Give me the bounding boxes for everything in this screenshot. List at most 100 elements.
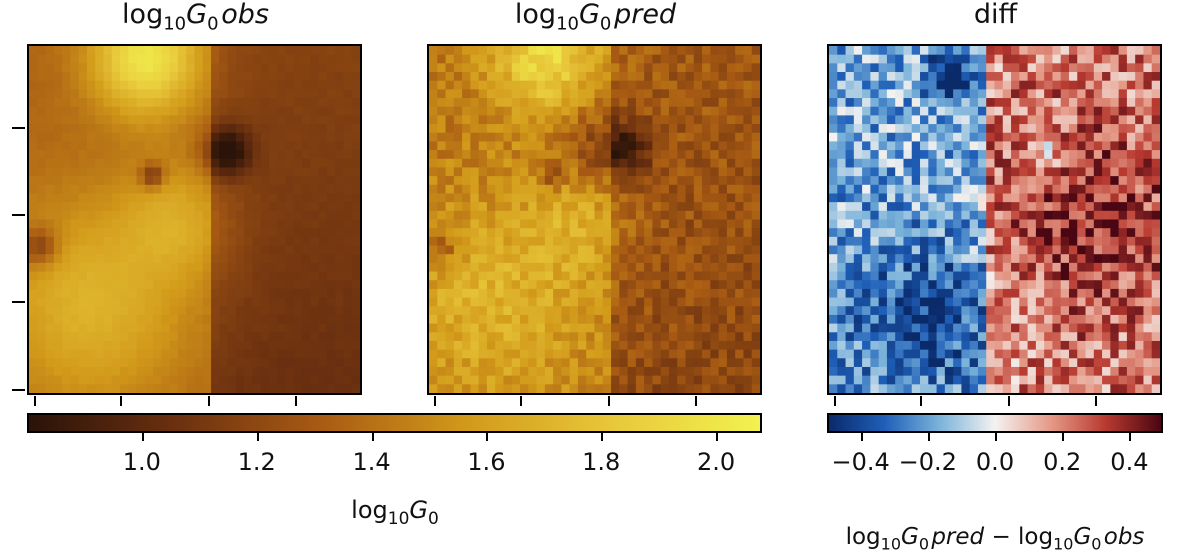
diff-cell (961, 314, 971, 325)
obs-cell (70, 80, 80, 90)
diff-cell (969, 72, 979, 82)
obs-cell (219, 245, 229, 255)
pred-cell (611, 314, 620, 325)
diff-cell (895, 254, 905, 264)
obs-cell (244, 236, 254, 247)
diff-cell (1110, 236, 1120, 247)
obs-cell (260, 236, 270, 247)
obs-cell (62, 349, 71, 359)
obs-cell (103, 167, 113, 177)
pred-cell (685, 254, 695, 264)
diff-cell (1085, 219, 1095, 229)
pred-cell (660, 340, 670, 351)
diff-cell (1093, 124, 1103, 134)
diff-cell (1011, 132, 1020, 143)
pred-cell (503, 288, 513, 299)
diff-cell (977, 210, 987, 221)
pred-cell (511, 193, 521, 203)
pred-cell (627, 80, 637, 90)
pred-cell (644, 54, 654, 64)
obs-cell (335, 176, 345, 186)
diff-cell (1060, 193, 1070, 203)
obs-cell (293, 254, 303, 264)
diff-cell (870, 167, 880, 177)
obs-cell (62, 245, 71, 255)
obs-cell (120, 54, 129, 64)
pred-cell (751, 219, 760, 229)
pred-cell (544, 124, 554, 134)
pred-cell (594, 271, 604, 281)
diff-cell (994, 63, 1004, 73)
obs-cell (29, 340, 38, 351)
obs-cell (86, 46, 96, 56)
diff-cell (1044, 115, 1054, 125)
obs-cell (318, 349, 328, 359)
obs-cell (95, 228, 105, 238)
obs-cell (186, 54, 196, 64)
obs-cell (70, 349, 80, 359)
diff-cell (903, 323, 913, 333)
colorbar-main-tick-label: 1.6 (467, 448, 506, 476)
diff-cell (1102, 288, 1111, 299)
obs-cell (29, 141, 38, 151)
pred-cell (635, 176, 645, 186)
diff-cell (1135, 254, 1145, 264)
pred-cell (495, 72, 505, 82)
pred-cell (553, 167, 563, 177)
diff-cell (1068, 262, 1078, 273)
diff-cell (936, 340, 946, 351)
obs-cell (244, 158, 254, 169)
pred-cell (520, 228, 529, 238)
pred-cell (594, 89, 604, 99)
pred-cell (619, 124, 629, 134)
obs-cell (186, 46, 196, 56)
diff-cell (829, 219, 838, 229)
diff-cell (1019, 280, 1029, 290)
pred-cell (470, 280, 480, 290)
pred-cell (660, 176, 670, 186)
diff-cell (1011, 202, 1020, 212)
obs-cell (144, 254, 154, 264)
pred-cell (718, 167, 728, 177)
diff-cell (1027, 323, 1037, 333)
pred-cell (495, 193, 505, 203)
pred-cell (445, 219, 455, 229)
obs-cell (120, 375, 129, 385)
diff-cell (953, 46, 963, 56)
diff-cell (1135, 158, 1145, 169)
diff-cell (895, 210, 905, 221)
pred-cell (602, 202, 612, 212)
pred-cell (702, 254, 711, 264)
diff-cell (878, 158, 888, 169)
obs-cell (144, 236, 154, 247)
obs-cell (235, 106, 245, 117)
pred-cell (735, 54, 745, 64)
obs-cell (235, 228, 245, 238)
pred-cell (429, 72, 438, 82)
pred-cell (503, 176, 513, 186)
obs-cell (86, 306, 96, 316)
pred-cell (743, 115, 753, 125)
obs-cell (144, 375, 154, 385)
obs-cell (161, 124, 171, 134)
obs-cell (244, 63, 254, 73)
pred-cell (453, 332, 463, 342)
pred-cell (627, 63, 637, 73)
diff-cell (1002, 245, 1012, 255)
diff-cell (1052, 271, 1062, 281)
pred-cell (520, 124, 529, 134)
diff-cell (1093, 150, 1103, 160)
pred-cell (577, 141, 587, 151)
pred-cell (437, 124, 447, 134)
diff-cell (845, 106, 855, 117)
pred-cell (718, 228, 728, 238)
obs-cell (128, 384, 138, 393)
obs-cell (343, 254, 353, 264)
obs-cell (111, 132, 121, 143)
pred-cell (520, 150, 529, 160)
pred-cell (445, 98, 455, 108)
obs-cell (62, 80, 71, 90)
pred-cell (635, 340, 645, 351)
diff-cell (845, 366, 855, 377)
obs-cell (277, 366, 287, 377)
